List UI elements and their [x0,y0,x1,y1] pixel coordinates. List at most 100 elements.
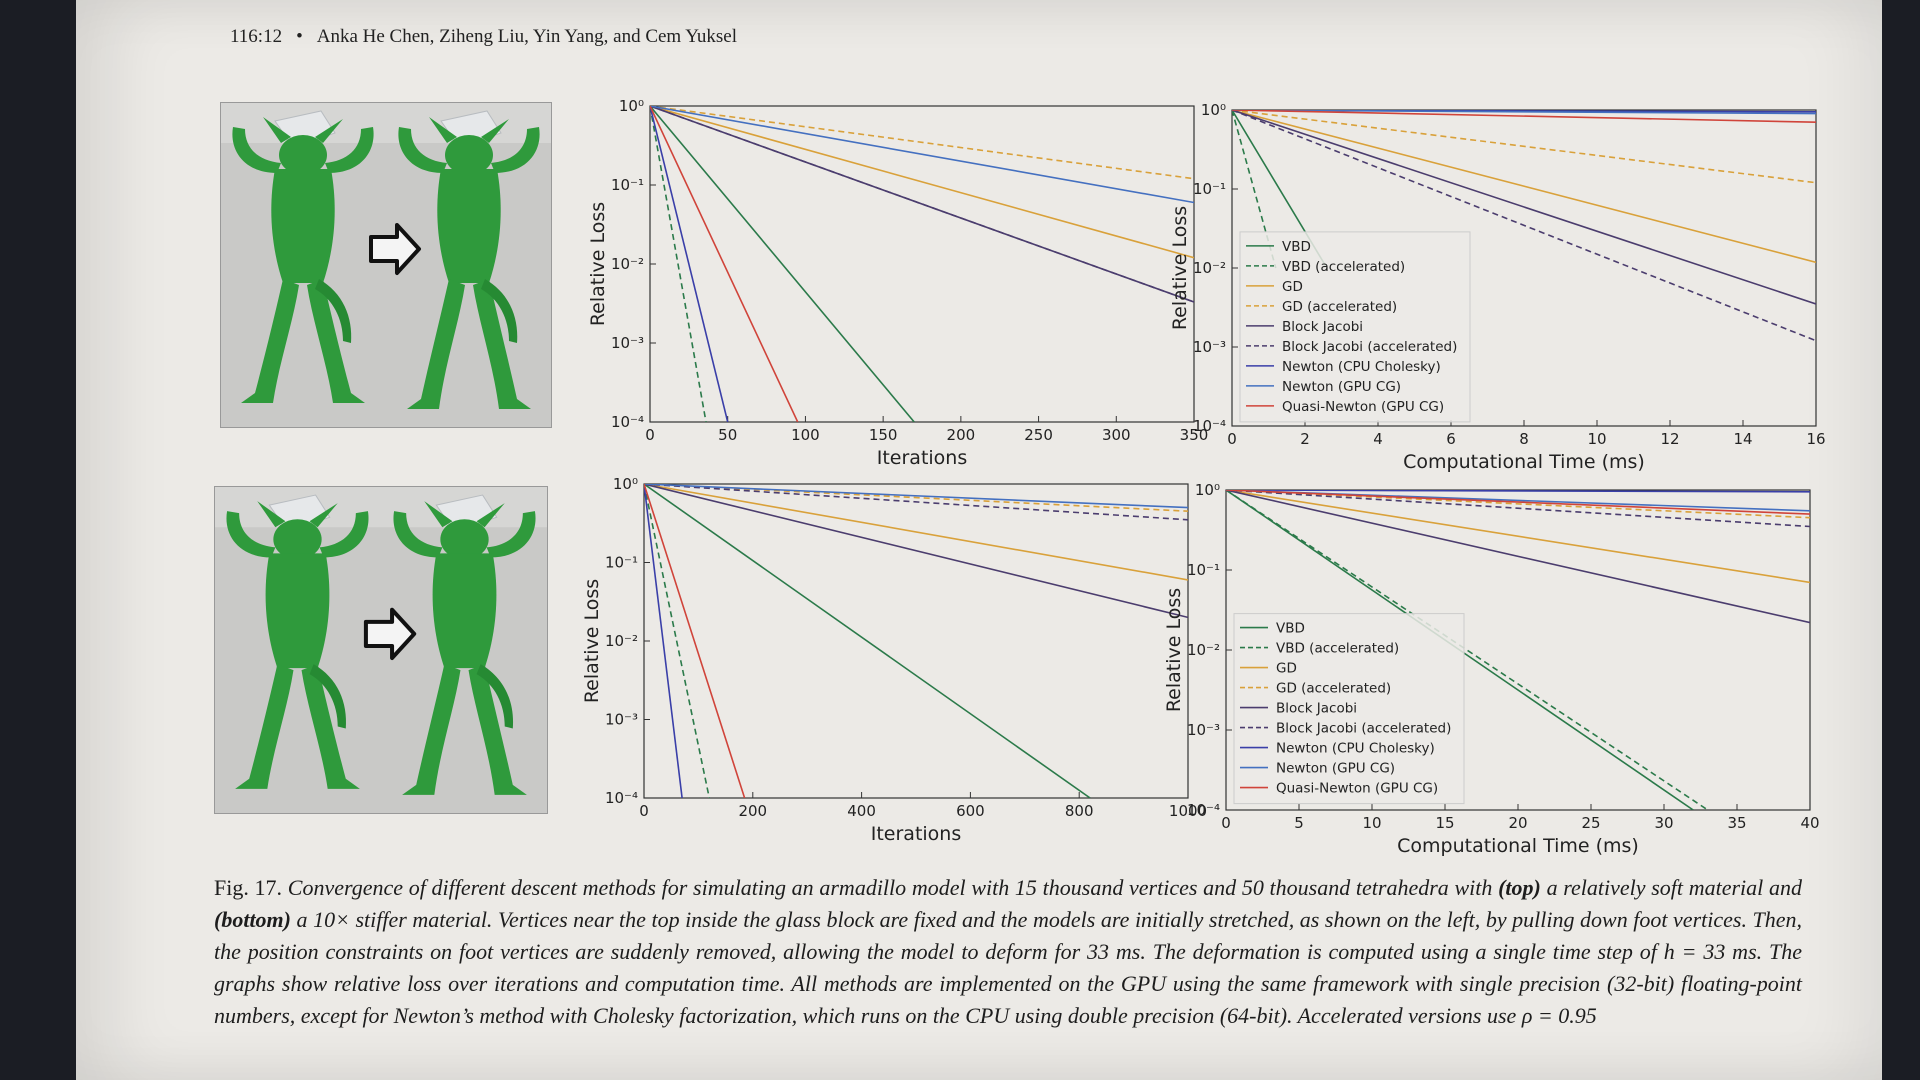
x-tick-label: 0 [1227,430,1237,448]
x-axis-label: Computational Time (ms) [1403,451,1645,473]
y-tick-label: 10⁻² [1187,641,1220,659]
x-tick-label: 0 [1221,814,1231,832]
plot-top-iterations: 10⁰ 10⁻¹ 10⁻² 10⁻³ 10⁻⁴ 0 50 100 150 200 250 300 350… [572,92,1212,484]
legend-entry: VBD (accelerated) [1276,641,1399,657]
series-line-quasi-newton-gpu-cg- [650,106,799,422]
x-tick-label: 8 [1519,430,1529,448]
armadillo-photo-top [220,102,552,428]
y-tick-label: 10⁻¹ [605,554,638,572]
series-line-block-jacobi [644,484,1188,619]
y-tick-label: 10⁻² [611,255,644,273]
figure-label: Fig. 17. [214,875,283,900]
legend-entry: Block Jacobi [1282,319,1363,335]
legend-entry: Block Jacobi (accelerated) [1282,339,1457,355]
x-tick-label: 2 [1300,430,1310,448]
legend-entry: Block Jacobi (accelerated) [1276,721,1451,737]
x-tick-label: 15 [1435,814,1454,832]
series-line-vbd [650,106,915,422]
x-axis-label: Iterations [877,447,968,469]
y-tick-label: 10⁰ [619,97,644,115]
page-number: 116:12 [230,26,283,47]
armadillo-model [393,494,536,795]
y-axis-label: Relative Loss [587,202,609,326]
legend: VBD VBD (accelerated) GD GD (accelerated) Bl… [1233,613,1465,805]
y-tick-label: 10⁻⁴ [1193,417,1226,435]
legend-entry: Newton (CPU Cholesky) [1282,359,1441,375]
y-tick-label: 10⁻¹ [611,176,644,194]
legend-entry: Newton (GPU CG) [1276,761,1395,777]
x-tick-label: 12 [1660,430,1679,448]
legend-entry: Newton (GPU CG) [1282,379,1401,395]
figure-caption: Fig. 17. Convergence of different descen… [214,872,1802,1032]
x-axis-label: Computational Time (ms) [1397,835,1639,857]
x-tick-label: 10 [1587,430,1606,448]
plot-bottom-time: 10⁰ 10⁻¹ 10⁻² 10⁻³ 10⁻⁴ 0 5 10 15 20 25 30 35 40 Compu… [1148,476,1828,872]
x-tick-label: 40 [1800,814,1819,832]
series-line-vbd-accelerated- [1226,490,1709,810]
x-tick-label: 300 [1102,426,1131,444]
armadillo-photo-bottom [214,486,548,814]
legend-entry: VBD (accelerated) [1282,259,1405,275]
y-tick-label: 10⁻³ [1193,338,1226,356]
y-axis-label: Relative Loss [1169,206,1191,330]
paper-page: 116:12 • Anka He Chen, Ziheng Liu, Yin Yan… [76,0,1882,1080]
legend-entry: Block Jacobi [1276,701,1357,717]
series-line-gd [644,484,1188,581]
legend-entry: GD (accelerated) [1282,299,1397,315]
series-line-quasi-newton-gpu-cg- [1232,110,1816,123]
series-line-vbd-accelerated- [650,106,707,422]
y-tick-label: 10⁻² [605,632,638,650]
armadillo-model [398,110,540,409]
series-line-newton-cpu-cholesky- [650,106,729,422]
caption-text-1: Convergence of different descent methods… [287,875,1499,900]
page-header: 116:12 • Anka He Chen, Ziheng Liu, Yin Yan… [230,26,737,47]
y-tick-label: 10⁻³ [605,711,638,729]
x-tick-label: 0 [639,802,649,820]
series-line-quasi-newton-gpu-cg- [644,484,746,798]
legend: VBD VBD (accelerated) GD GD (accelerated) Bl… [1239,231,1471,423]
legend-entry: Newton (CPU Cholesky) [1276,741,1435,757]
x-tick-label: 30 [1654,814,1673,832]
caption-bold-bottom: (bottom) [214,907,291,932]
legend-entry: VBD [1282,239,1311,255]
armadillo-model [226,494,369,789]
series-line-newton-cpu-cholesky- [1226,490,1810,493]
series-line-block-jacobi-accelerated- [1232,110,1816,342]
author-list: Anka He Chen, Ziheng Liu, Yin Yang, and … [316,26,737,47]
x-tick-label: 0 [645,426,655,444]
armadillo-model [232,110,374,403]
right-arrow-icon [363,607,417,661]
series-line-vbd-accelerated- [644,484,711,798]
legend-entry: Quasi-Newton (GPU CG) [1282,399,1444,415]
x-tick-label: 35 [1727,814,1746,832]
plot-bottom-iterations: 10⁰ 10⁻¹ 10⁻² 10⁻³ 10⁻⁴ 0 200 400 600 800 1000 Iter… [566,470,1207,860]
y-tick-label: 10⁻¹ [1193,180,1226,198]
series-line-gd-accelerated- [1232,110,1816,184]
x-axis-label: Iterations [871,823,962,845]
y-tick-label: 10⁻⁴ [611,413,644,431]
series-line-block-jacobi-accelerated- [650,106,1194,303]
x-tick-label: 250 [1024,426,1053,444]
x-tick-label: 4 [1373,430,1383,448]
caption-bold-top: (top) [1498,875,1541,900]
plot-top-time: 10⁰ 10⁻¹ 10⁻² 10⁻³ 10⁻⁴ 0 2 4 6 8 10 12 14 16 Computat… [1154,96,1834,488]
series-line-vbd [644,484,1091,798]
series-line-gd [650,106,1194,259]
x-tick-label: 600 [956,802,985,820]
y-tick-label: 10⁻² [1193,259,1226,277]
series-line-vbd-accelerated- [1232,110,1277,269]
x-tick-label: 10 [1362,814,1381,832]
series-line-block-jacobi [1226,490,1810,624]
caption-text-3: a 10× stiffer material. Vertices near th… [214,907,1802,1028]
x-tick-label: 800 [1065,802,1094,820]
series-line-block-jacobi [1232,110,1816,305]
series-line-gd [1226,490,1810,584]
series-line-gd-accelerated- [1226,490,1810,519]
plot-frame [649,105,1195,423]
caption-text-2: a relatively soft material and [1540,875,1802,900]
x-tick-label: 350 [1180,426,1209,444]
series-line-gd [1232,110,1816,264]
x-tick-label: 5 [1294,814,1304,832]
legend-entry: Quasi-Newton (GPU CG) [1276,781,1438,797]
legend-entry: GD [1282,279,1303,295]
